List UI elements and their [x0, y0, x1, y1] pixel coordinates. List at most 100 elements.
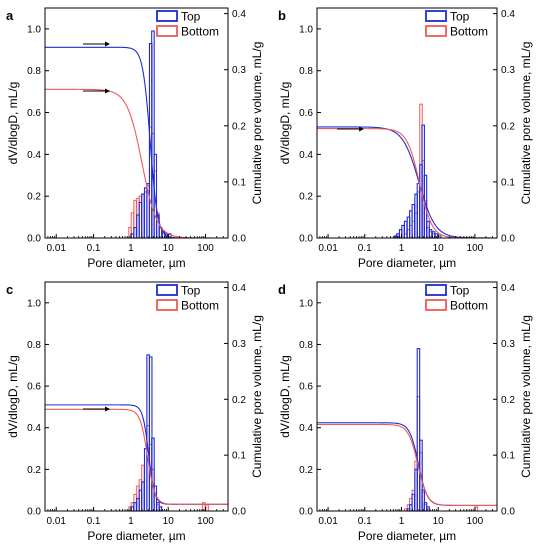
x-tick-label: 0.01 [47, 516, 67, 527]
x-tick-label: 100 [197, 516, 214, 527]
y-tick-label: 0.6 [27, 382, 41, 393]
x-axis-label: Pore diameter, µm [358, 529, 456, 543]
panel-d: 0.01 0.1 1 10 100 0.0 0.2 0.4 0.6 0.8 1.0 0.0 0.1 0.2… [278, 281, 533, 543]
x-tick-label: 0.1 [358, 516, 372, 527]
y2-tick-label: 0.2 [501, 121, 515, 132]
x-tick-label: 100 [467, 516, 484, 527]
panel-a: 0.01 0.1 1 10 100 0.0 0.2 0.4 0.6 0.8 1.0 0.0 0.1 0.2… [6, 7, 264, 270]
y-tick-label: 1.0 [27, 298, 41, 309]
bar-top [141, 193, 145, 239]
y-tick-label: 0.4 [27, 423, 41, 434]
bar-top [411, 493, 416, 512]
panel-letter: d [278, 282, 286, 297]
legend-label-top: Top [181, 10, 201, 24]
y-tick-label: 0.2 [299, 192, 313, 203]
plot-frame [316, 7, 498, 239]
x-tick-label: 10 [433, 516, 445, 527]
y-axis-label: dV/dlogD, mL/g [278, 82, 292, 165]
x-tick-label: 1 [399, 243, 405, 254]
bar-top [130, 506, 135, 512]
y2-tick-label: 0.0 [232, 234, 246, 245]
y-tick-label: 0.2 [299, 465, 313, 476]
legend-label-bottom: Bottom [181, 299, 219, 313]
y-axis-label: dV/dlogD, mL/g [6, 355, 20, 438]
x-tick-label: 0.1 [358, 243, 372, 254]
y-tick-label: 1.0 [299, 298, 313, 309]
y2-axis-label: Cumulative pore volume, mL/g [250, 315, 264, 478]
y2-tick-label: 0.3 [232, 339, 246, 350]
y2-tick-label: 0.0 [232, 507, 246, 518]
bar-top [133, 502, 137, 512]
panel-letter: a [6, 8, 14, 23]
y2-tick-label: 0.4 [232, 283, 246, 294]
y2-tick-label: 0.1 [501, 177, 515, 188]
y2-axis-label: Cumulative pore volume, mL/g [250, 42, 264, 205]
y2-tick-label: 0.4 [232, 9, 246, 20]
legend-swatch-bottom [425, 299, 447, 311]
y-tick-label: 0.2 [27, 465, 41, 476]
y-tick-label: 1.0 [27, 24, 41, 35]
cumulative-curve-top [317, 422, 497, 506]
y-axis-label: dV/dlogD, mL/g [6, 82, 20, 165]
y2-axis-label: Cumulative pore volume, mL/g [519, 42, 533, 205]
legend-label-bottom: Bottom [450, 25, 488, 39]
x-tick-label: 10 [433, 243, 445, 254]
cumulative-curve-bottom [317, 423, 497, 506]
legend-swatch-bottom [156, 299, 178, 311]
bar-top [133, 227, 137, 239]
legend-swatch-top [425, 284, 447, 296]
y-tick-label: 0.6 [299, 382, 313, 393]
y-tick-label: 0.8 [299, 340, 313, 351]
bar-bottom [205, 504, 209, 512]
arrow-head [105, 41, 110, 47]
legend-swatch-top [156, 284, 178, 296]
panel-c: 0.01 0.1 1 10 100 0.0 0.2 0.4 0.6 0.8 1.0 0.0 0.1 0.2… [6, 281, 264, 543]
legend-label-top: Top [450, 284, 470, 298]
panel-letter: b [278, 8, 286, 23]
y2-tick-label: 0.4 [501, 9, 515, 20]
x-tick-label: 0.01 [47, 243, 67, 254]
cumulative-curve-bottom [45, 408, 228, 505]
y2-tick-label: 0.3 [232, 65, 246, 76]
y2-tick-label: 0.4 [501, 283, 515, 294]
panel-letter: c [6, 282, 13, 297]
y-tick-label: 0.6 [299, 108, 313, 119]
x-tick-label: 0.1 [87, 243, 101, 254]
x-axis-label: Pore diameter, µm [87, 256, 185, 270]
y-tick-label: 0.6 [27, 108, 41, 119]
legend-swatch-bottom [156, 25, 178, 37]
legend-label-top: Top [181, 284, 201, 298]
x-axis-label: Pore diameter, µm [358, 256, 456, 270]
y-tick-label: 0.4 [299, 150, 313, 161]
bar-top [403, 220, 408, 239]
legend-swatch-bottom [425, 25, 447, 37]
y-tick-label: 0.4 [27, 150, 41, 161]
y-tick-label: 0.0 [299, 234, 313, 245]
arrow-head [105, 406, 110, 412]
y2-tick-label: 0.1 [501, 451, 515, 462]
bar-top [130, 233, 135, 239]
y-tick-label: 0.8 [27, 66, 41, 77]
bar-top [141, 481, 145, 512]
x-tick-label: 1 [399, 516, 405, 527]
y2-tick-label: 0.2 [232, 121, 246, 132]
y-tick-label: 1.0 [299, 24, 313, 35]
arrow-head [105, 88, 110, 94]
x-tick-label: 0.1 [87, 516, 101, 527]
y-tick-label: 0.2 [27, 192, 41, 203]
x-tick-label: 0.01 [318, 516, 338, 527]
x-tick-label: 10 [163, 243, 175, 254]
y2-tick-label: 0.0 [501, 507, 515, 518]
y2-tick-label: 0.1 [232, 177, 246, 188]
y-tick-label: 0.8 [27, 340, 41, 351]
x-tick-label: 1 [128, 516, 134, 527]
arrow-head [359, 126, 364, 132]
x-tick-label: 100 [467, 243, 484, 254]
y2-tick-label: 0.3 [501, 339, 515, 350]
y-tick-label: 0.0 [299, 507, 313, 518]
legend-label-bottom: Bottom [181, 25, 219, 39]
bar-bottom [474, 506, 479, 512]
legend-label-top: Top [450, 10, 470, 24]
